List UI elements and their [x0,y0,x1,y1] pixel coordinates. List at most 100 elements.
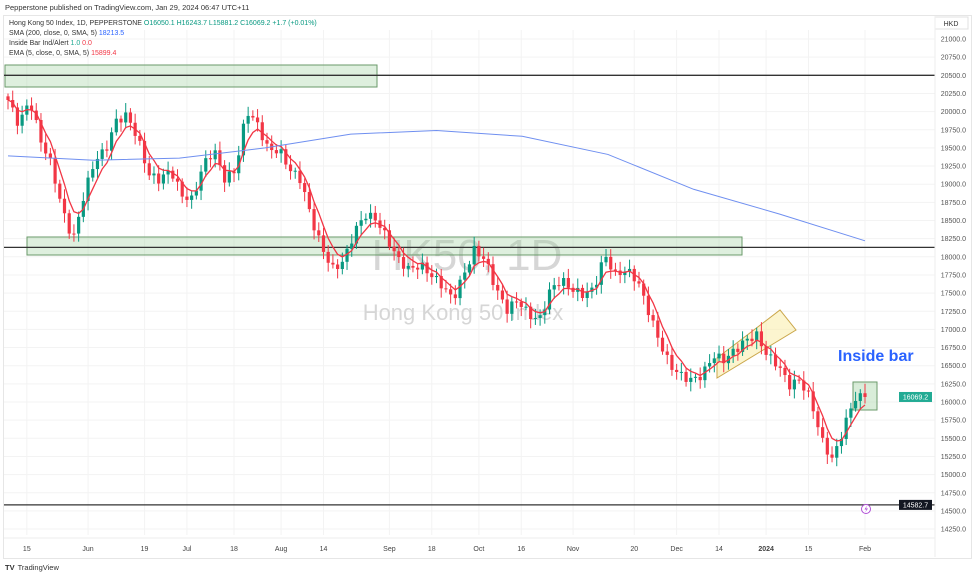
candle-body [792,379,796,390]
candle-body [29,105,34,111]
candle-body [500,290,505,300]
candle-body [77,216,81,234]
x-tick-label: Aug [275,546,288,553]
x-tick-label: 19 [141,546,149,553]
candle-body [406,265,410,269]
candle-body [86,177,90,201]
candle-body [839,438,844,447]
candle-body [689,377,693,382]
candle-body [835,446,839,458]
candle-body [147,163,151,176]
candle-body [265,140,269,144]
inside-bar-annotation: Inside bar [838,348,914,365]
level-price-label: 14582.7 [903,502,928,509]
insidebar-value-1: 1.0 [70,40,81,47]
candle-body [514,301,519,303]
y-tick-label: 15000.0 [941,472,966,479]
y-tick-label: 16500.0 [941,363,966,370]
candle-body [783,367,787,376]
legend: Hong Kong 50 Index, 1D, PEPPERSTONE O160… [9,19,317,59]
footer-brand[interactable]: TV TradingView [5,563,59,572]
x-tick-label: Dec [670,546,683,553]
x-tick-label: 15 [805,546,813,553]
close-value: C16069.2 [240,20,271,27]
candle-body [420,262,424,270]
candle-body [759,331,764,347]
candle-body [788,375,792,390]
candle-body [223,165,227,183]
candle-body [364,218,368,221]
candle-body [637,281,641,284]
candle-body [806,390,811,392]
candle-body [623,271,627,276]
candle-body [477,245,481,257]
x-tick-label: Nov [567,546,580,553]
candle-body [124,112,128,123]
candle-body [298,170,302,184]
candle-body [138,135,142,141]
y-tick-label: 20000.0 [941,109,966,116]
candle-body [627,268,632,272]
candle-body [708,363,712,367]
published-note: Pepperstone published on TradingView.com… [5,3,250,12]
candle-body [251,115,255,118]
candle-body [821,427,825,438]
candle-body [755,331,759,342]
candle-body [580,287,585,298]
lightning-glyph-icon [864,505,868,513]
candle-body [246,115,250,124]
candle-body [816,411,820,428]
candle-body [166,170,170,175]
currency-label: HKD [944,21,959,28]
candle-body [849,408,853,418]
candle-body [557,285,561,287]
candle-body [863,393,867,397]
candle-body [284,149,288,165]
candle-body [646,295,650,316]
candle-body [15,107,20,126]
y-tick-label: 17500.0 [941,291,966,298]
insidebar-label[interactable]: Inside Bar Ind/Alert [9,40,69,47]
sma-label[interactable]: SMA (200, close, 0, SMA, 5) [9,30,97,37]
candle-body [538,315,542,319]
ema-line [7,99,866,442]
ema-label[interactable]: EMA (5, close, 0, SMA, 5) [9,50,90,57]
candle-body [656,320,660,338]
candle-body [336,264,340,270]
candle-body [58,183,62,199]
candle-body [307,192,311,210]
candle-body [651,315,655,321]
insidebar-value-2: 0.0 [82,40,92,47]
x-tick-label: 15 [23,546,31,553]
x-tick-label: Feb [859,546,871,553]
candle-body [604,256,608,263]
candle-body [373,212,377,221]
candle-body [472,245,476,265]
candle-body [684,371,688,382]
candle-body [161,174,165,184]
candle-body [218,150,222,166]
y-tick-label: 14750.0 [941,490,966,497]
candle-body [533,318,537,320]
candle-body [698,376,702,381]
y-tick-label: 18250.0 [941,236,966,243]
candle-body [773,354,778,367]
candle-body [613,269,618,271]
x-tick-label: 20 [630,546,638,553]
candle-body [175,178,180,182]
candle-body [594,284,599,288]
low-value: L15881.2 [208,20,239,27]
candle-body [331,262,335,265]
y-tick-label: 18000.0 [941,254,966,261]
last-price-label: 16069.2 [903,394,928,401]
open-value: O16050.1 [143,20,175,27]
x-tick-label: 14 [715,546,723,553]
candle-body [585,291,589,298]
candle-body [453,294,457,299]
candle-body [392,246,396,252]
candle-body [811,391,815,412]
candle-body [67,213,71,234]
candle-body [712,358,716,364]
